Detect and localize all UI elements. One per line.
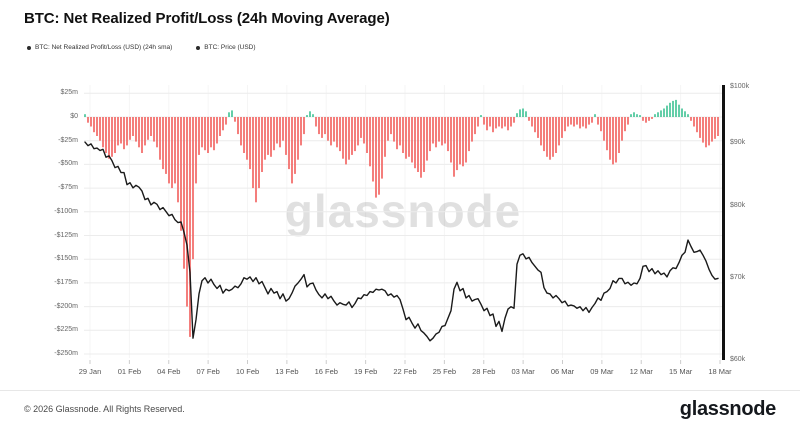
legend-label: BTC: Price (USD): [204, 44, 256, 51]
x-axis-label: 01 Feb: [117, 367, 142, 376]
chart-legend: BTC: Net Realized Profit/Loss (USD) (24h…: [27, 44, 256, 51]
y-axis-right-label: $80k: [730, 202, 746, 210]
legend-dot-icon: [27, 45, 31, 50]
y-axis-left-label: -$200m: [54, 302, 78, 310]
copyright-text: © 2026 Glassnode. All Rights Reserved.: [24, 404, 185, 414]
x-axis-label: 19 Feb: [353, 367, 378, 376]
x-axis-label: 12 Mar: [629, 367, 653, 376]
x-axis-label: 13 Feb: [275, 367, 299, 376]
glassnode-logo[interactable]: glassnode: [679, 398, 777, 420]
page-title: BTC: Net Realized Profit/Loss (24h Movin…: [24, 10, 390, 27]
x-axis-label: 18 Mar: [708, 367, 732, 376]
y-axis-right-label: $60k: [730, 356, 746, 364]
y-axis-right-label: $70k: [730, 273, 746, 281]
x-axis-label: 10 Feb: [235, 367, 260, 376]
x-axis-label: 15 Mar: [668, 367, 693, 376]
legend-dot-icon: [196, 45, 201, 50]
legend-label: BTC: Net Realized Profit/Loss (USD) (24h…: [35, 44, 173, 51]
y-axis-left-label: -$125m: [54, 231, 78, 239]
x-axis-label: 22 Feb: [393, 367, 417, 376]
y-axis-left-label: -$225m: [54, 326, 78, 334]
x-axis-label: 25 Feb: [432, 367, 457, 376]
pl-bars-series: [84, 99, 719, 337]
x-axis-label: 16 Feb: [314, 367, 338, 376]
footer-divider: [0, 390, 800, 391]
x-axis-label: 06 Mar: [550, 367, 575, 376]
legend-item-net-realized-pl[interactable]: BTC: Net Realized Profit/Loss (USD) (24h…: [27, 44, 172, 51]
x-axis-label: 04 Feb: [157, 367, 181, 376]
y-axis-left-label: -$25m: [58, 136, 78, 144]
y-axis-left-label: $25m: [60, 89, 78, 97]
y-axis-right-label: $100k: [730, 83, 750, 90]
legend-item-price[interactable]: BTC: Price (USD): [196, 44, 256, 51]
price-line-series: [84, 141, 719, 342]
x-axis-label: 29 Jan: [78, 367, 102, 376]
y-axis-left-label: $0: [70, 113, 78, 120]
y-axis-left-label: -$50m: [58, 160, 78, 168]
y-axis-left-label: -$250m: [54, 350, 78, 357]
y-axis-left-label: -$150m: [54, 255, 78, 263]
y-axis-left-label: -$75m: [58, 184, 78, 192]
x-axis-label: 09 Mar: [590, 367, 614, 376]
y-axis-left-label: -$175m: [54, 278, 78, 286]
x-axis-label: 07 Feb: [196, 367, 220, 376]
y-axis-right-label: $90k: [730, 139, 746, 147]
x-axis-label: 28 Feb: [472, 367, 496, 376]
y-axis-left-label: -$100m: [54, 207, 78, 215]
x-axis-label: 03 Mar: [511, 367, 535, 376]
